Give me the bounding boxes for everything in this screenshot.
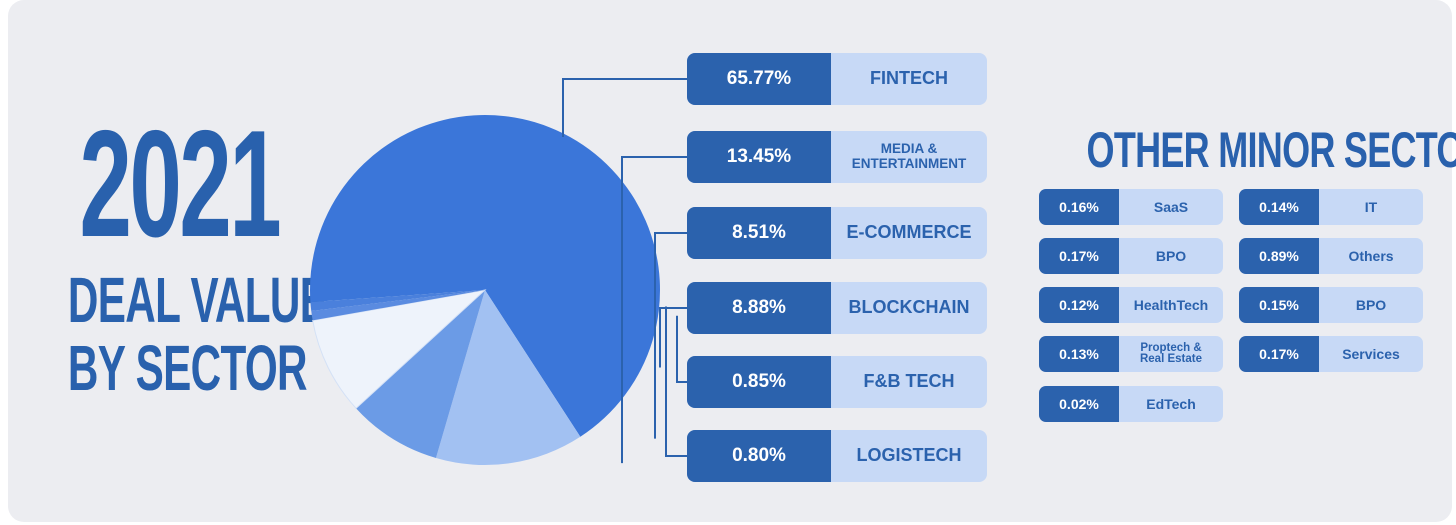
minor-sector-chip: 0.02% EdTech <box>1039 386 1223 422</box>
sector-label: LOGISTECH <box>856 445 962 466</box>
minor-sector-chip: 0.15% BPO <box>1239 287 1423 323</box>
sector-label: BLOCKCHAIN <box>848 297 970 318</box>
sector-percent: 0.80% <box>687 430 831 482</box>
minor-sector-label: Others <box>1348 248 1394 264</box>
leader-line <box>659 307 687 368</box>
sector-percent: 0.85% <box>687 356 831 408</box>
pie-slice <box>311 290 485 321</box>
minor-sector-chip: 0.16% SaaS <box>1039 189 1223 225</box>
minor-sector-chip: 0.89% Others <box>1239 238 1423 274</box>
minor-sector-percent: 0.02% <box>1039 386 1119 422</box>
minor-sector-percent: 0.13% <box>1039 336 1119 372</box>
minor-sector-percent: 0.17% <box>1239 336 1319 372</box>
minor-sector-label: EdTech <box>1146 396 1196 412</box>
sector-pill: 0.80% LOGISTECH <box>687 430 987 482</box>
sector-label: FINTECH <box>870 68 948 89</box>
sector-pill: 65.77% FINTECH <box>687 53 987 105</box>
sector-percent: 13.45% <box>687 131 831 183</box>
leader-line <box>665 306 687 457</box>
sector-pill: 0.85% F&B TECH <box>687 356 987 408</box>
minor-sector-percent: 0.12% <box>1039 287 1119 323</box>
pie-slice <box>356 290 485 458</box>
minor-sector-percent: 0.89% <box>1239 238 1319 274</box>
leader-line <box>621 156 687 464</box>
leader-line <box>562 78 687 137</box>
leader-line <box>676 315 687 383</box>
minor-sector-percent: 0.17% <box>1039 238 1119 274</box>
sector-pill: 8.51% E-COMMERCE <box>687 207 987 259</box>
minor-sector-label: BPO <box>1355 297 1387 313</box>
pie-slice <box>312 289 487 410</box>
minor-sector-chip: 0.17% Services <box>1239 336 1423 372</box>
sector-percent: 8.51% <box>687 207 831 259</box>
minor-sector-percent: 0.16% <box>1039 189 1119 225</box>
sector-label: E-COMMERCE <box>846 222 972 243</box>
minor-sector-percent: 0.15% <box>1239 287 1319 323</box>
sector-pill: 8.88% BLOCKCHAIN <box>687 282 987 334</box>
minor-sector-label: IT <box>1364 199 1378 215</box>
sector-percent: 8.88% <box>687 282 831 334</box>
other-minor-sectors-title: OTHER MINOR SECTORS <box>1086 122 1456 178</box>
minor-sector-label: HealthTech <box>1133 297 1209 313</box>
sector-percent: 65.77% <box>687 53 831 105</box>
sector-label: MEDIA & ENTERTAINMENT <box>851 141 967 171</box>
minor-sector-chip: 0.17% BPO <box>1039 238 1223 274</box>
pie-slice <box>435 290 581 465</box>
pie-slice <box>310 290 485 312</box>
minor-sector-chip: 0.14% IT <box>1239 189 1423 225</box>
minor-sector-label: BPO <box>1155 248 1187 264</box>
minor-sector-label: SaaS <box>1153 199 1189 215</box>
pie-slice <box>310 114 660 437</box>
sector-pill: 13.45% MEDIA & ENTERTAINMENT <box>687 131 987 183</box>
minor-sector-chip: 0.13% Proptech & Real Estate <box>1039 336 1223 372</box>
minor-sector-label: Proptech & Real Estate <box>1139 341 1202 365</box>
minor-sector-chip: 0.12% HealthTech <box>1039 287 1223 323</box>
sector-label: F&B TECH <box>863 371 955 392</box>
leader-line <box>654 232 687 439</box>
minor-sector-label: Services <box>1342 346 1400 362</box>
minor-sector-percent: 0.14% <box>1239 189 1319 225</box>
